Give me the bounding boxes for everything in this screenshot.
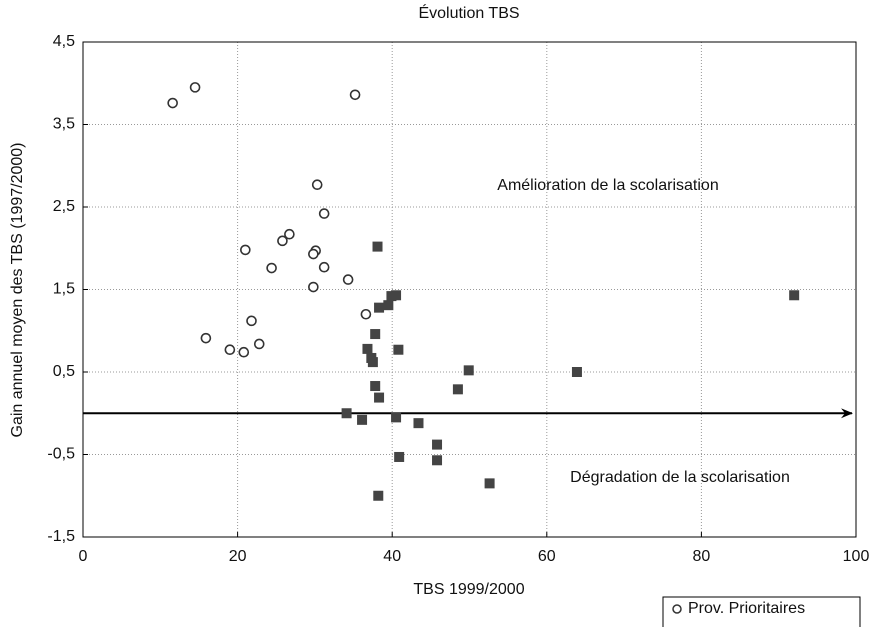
data-point <box>238 346 250 358</box>
data-point <box>349 89 361 101</box>
data-point <box>357 414 368 425</box>
x-tick-label: 40 <box>383 548 401 565</box>
legend-label: Prov. Prioritaires <box>688 600 805 617</box>
data-point <box>266 262 277 274</box>
data-point <box>311 179 323 191</box>
x-tick-label: 80 <box>693 548 711 565</box>
x-axis-label: TBS 1999/2000 <box>413 581 524 598</box>
data-point <box>318 208 330 219</box>
data-point <box>277 235 288 247</box>
data-point <box>189 82 201 93</box>
y-tick-label: 1,5 <box>53 281 75 298</box>
y-tick-label: -1,5 <box>47 528 75 545</box>
y-tick-label: -0,5 <box>47 446 75 463</box>
data-point <box>308 248 319 260</box>
data-point <box>484 478 495 489</box>
data-point <box>374 392 385 403</box>
data-point <box>308 281 319 293</box>
data-point <box>374 302 385 313</box>
data-point <box>360 308 372 320</box>
data-point <box>253 338 265 350</box>
data-point <box>367 357 378 368</box>
data-point <box>370 329 381 340</box>
data-point <box>383 300 394 311</box>
data-point <box>224 344 236 356</box>
data-point <box>341 408 352 419</box>
data-point <box>391 412 402 423</box>
y-tick-label: 2,5 <box>53 198 75 215</box>
data-point <box>452 384 463 395</box>
data-point <box>571 367 582 377</box>
y-tick-label: 3,5 <box>53 116 75 133</box>
chart-title: Évolution TBS <box>418 3 519 22</box>
x-tick-label: 60 <box>538 548 556 565</box>
data-point <box>362 343 373 354</box>
data-point <box>393 344 404 355</box>
data-point <box>370 381 381 392</box>
data-point <box>432 439 443 450</box>
data-point <box>373 490 384 501</box>
x-tick-label: 100 <box>843 548 870 565</box>
data-point <box>200 332 212 344</box>
data-point <box>789 290 800 301</box>
legend-box <box>662 596 861 627</box>
data-point <box>413 418 424 429</box>
x-tick-label: 0 <box>79 548 88 565</box>
y-tick-label: 0,5 <box>53 363 75 380</box>
data-point <box>284 228 295 240</box>
legend-marker <box>672 604 682 614</box>
data-point <box>463 365 474 376</box>
data-point <box>246 315 257 327</box>
data-point <box>372 241 383 252</box>
data-point <box>394 451 405 462</box>
y-tick-label: 4,5 <box>53 33 75 50</box>
annotation: Dégradation de la scolarisation <box>570 469 790 486</box>
data-point <box>240 244 251 256</box>
annotation: Amélioration de la scolarisation <box>497 177 718 194</box>
plot-frame <box>82 41 857 538</box>
data-point <box>167 97 178 109</box>
data-point <box>342 274 354 285</box>
data-point <box>391 290 402 301</box>
data-point <box>318 261 330 273</box>
y-axis-label: Gain annuel moyen des TBS (1997/2000) <box>9 142 26 437</box>
x-tick-label: 20 <box>229 548 247 565</box>
data-point <box>432 455 443 466</box>
